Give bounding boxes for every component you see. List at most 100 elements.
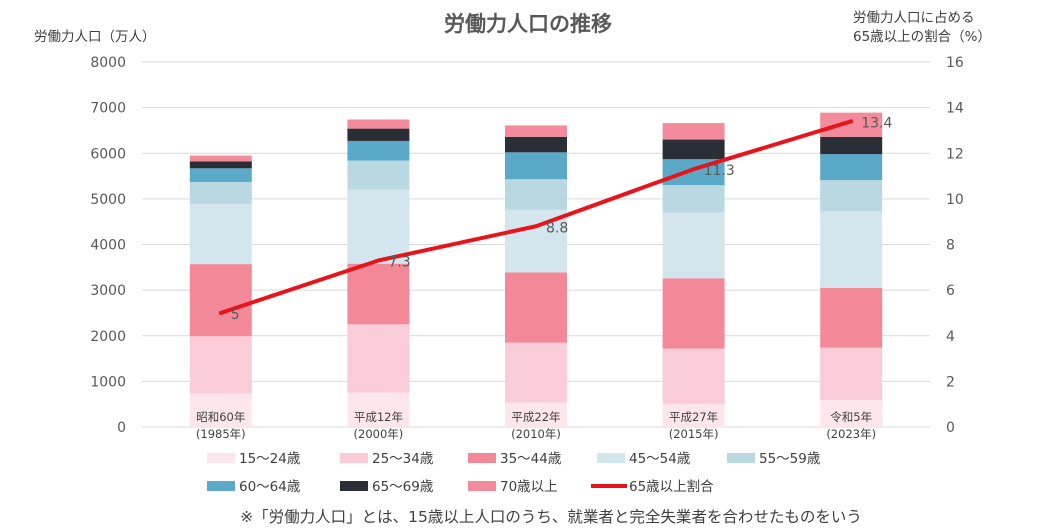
legend-swatch — [468, 453, 496, 463]
x-category-label: 平成27年 — [669, 410, 718, 424]
x-category-label: 平成12年 — [354, 410, 403, 424]
bar-segment — [347, 160, 410, 190]
y-tick-left: 4000 — [90, 238, 126, 254]
chart-title: 労働力人口の推移 — [444, 12, 612, 36]
legend-swatch — [468, 481, 496, 491]
bar-segment — [505, 152, 567, 180]
bar-segment — [189, 264, 252, 337]
ratio-line: 5 7.3 8.8 11.3 13.4 — [218, 115, 892, 323]
y-tick-left: 5000 — [90, 192, 126, 208]
bar-segment — [662, 139, 725, 160]
bar-segment — [662, 212, 725, 279]
y-tick-right: 14 — [946, 101, 964, 117]
y-tick-right: 2 — [946, 374, 955, 390]
y-tick-right: 16 — [946, 55, 964, 71]
legend-swatch — [207, 453, 235, 463]
bar-segment — [505, 342, 567, 403]
legend-swatch — [340, 453, 368, 463]
bar-segment — [820, 211, 883, 288]
bar-segment — [347, 324, 410, 393]
ratio-data-label: 11.3 — [704, 163, 735, 179]
bar-segment — [820, 400, 883, 427]
bar-segment — [820, 347, 883, 401]
bar-segment — [662, 123, 725, 140]
legend-label: 15〜24歳 — [239, 451, 301, 467]
bar-segment — [347, 392, 410, 427]
x-category-label: 昭和60年 — [196, 410, 245, 424]
bar-segment — [820, 287, 883, 348]
y-axis-left-label: 労働力人口（万人） — [34, 29, 156, 45]
bar-segment — [820, 180, 883, 212]
y-tick-left: 6000 — [90, 146, 126, 162]
bar-segment — [347, 189, 410, 264]
footnote: ※「労働力人口」とは、15歳以上人口のうち、就業者と完全失業者を合わせたものをい… — [240, 508, 862, 526]
category-labels: 昭和60年 (1985年) 平成12年 (2000年) 平成22年 (2010年) 平成27… — [196, 410, 876, 441]
legend-swatch — [340, 481, 368, 491]
bar-segment — [820, 154, 883, 181]
legend-swatch — [597, 453, 625, 463]
x-category-label: 平成22年 — [511, 410, 560, 424]
y-tick-right: 6 — [946, 283, 955, 299]
bar-segment — [189, 393, 252, 427]
legend-label: 55〜59歳 — [759, 451, 821, 467]
x-category-sublabel: (2023年) — [826, 427, 876, 441]
legend-label: 70歳以上 — [500, 479, 558, 495]
legend-label: 45〜54歳 — [629, 451, 691, 467]
y-tick-left: 2000 — [90, 329, 126, 345]
bar-segment — [662, 185, 725, 213]
ratio-data-label: 8.8 — [546, 220, 568, 236]
bar-segment — [662, 278, 725, 349]
y-axis-right-label-line2: 65歳以上の割合（%） — [853, 28, 991, 45]
bar-segment — [189, 203, 252, 265]
y-tick-left: 7000 — [90, 101, 126, 117]
y-tick-right: 4 — [946, 329, 955, 345]
bar-segment — [505, 136, 567, 153]
x-category-sublabel: (1985年) — [196, 427, 246, 441]
y-tick-right: 0 — [946, 420, 955, 436]
bar-segment — [662, 403, 725, 427]
bar-segment — [820, 136, 883, 155]
legend-label: 65〜69歳 — [372, 479, 434, 495]
legend-label: 25〜34歳 — [372, 451, 434, 467]
bar-segment — [189, 181, 252, 204]
legend-label: 60〜64歳 — [239, 479, 301, 495]
x-category-label: 令和5年 — [830, 410, 872, 424]
bar-segment — [189, 168, 252, 182]
bar-segment — [189, 336, 252, 394]
bar-segment — [347, 128, 410, 141]
bar-segment — [820, 112, 883, 137]
y-axis-right-label-line1: 労働力人口に占める — [853, 10, 975, 26]
axis-ticks: 0 1000 2000 3000 4000 5000 6000 7000 8000 0 2 4 6 8 10… — [90, 55, 964, 436]
y-tick-left: 8000 — [90, 55, 126, 71]
ratio-data-label: 13.4 — [861, 115, 892, 131]
y-tick-left: 1000 — [90, 374, 126, 390]
y-tick-right: 12 — [946, 146, 964, 162]
y-tick-left: 0 — [117, 420, 126, 436]
bar-segment — [347, 263, 410, 325]
legend: 15〜24歳 25〜34歳 35〜44歳 45〜54歳 55〜59歳 60〜64歳 65〜6… — [207, 451, 821, 495]
x-category-sublabel: (2015年) — [669, 427, 719, 441]
x-category-sublabel: (2000年) — [354, 427, 404, 441]
bar-segment — [505, 272, 567, 343]
y-tick-right: 8 — [946, 238, 955, 254]
ratio-data-label: 5 — [231, 307, 240, 323]
bar-segment — [189, 155, 252, 162]
bar-segment — [662, 348, 725, 404]
bar-segment — [347, 119, 410, 129]
legend-swatch — [727, 453, 755, 463]
bar-segment — [505, 179, 567, 210]
bar-segment — [347, 140, 410, 161]
ratio-line-path — [218, 119, 854, 315]
legend-swatch — [207, 481, 235, 491]
bar-segment — [505, 125, 567, 137]
y-tick-left: 3000 — [90, 283, 126, 299]
legend-label: 35〜44歳 — [500, 451, 562, 467]
x-category-sublabel: (2010年) — [511, 427, 561, 441]
bar-segment — [505, 402, 567, 427]
y-tick-right: 10 — [946, 192, 964, 208]
legend-label: 65歳以上割合 — [629, 478, 714, 495]
ratio-data-label: 7.3 — [388, 254, 410, 270]
bar-segment — [189, 161, 252, 169]
stacked-bars — [189, 112, 883, 427]
